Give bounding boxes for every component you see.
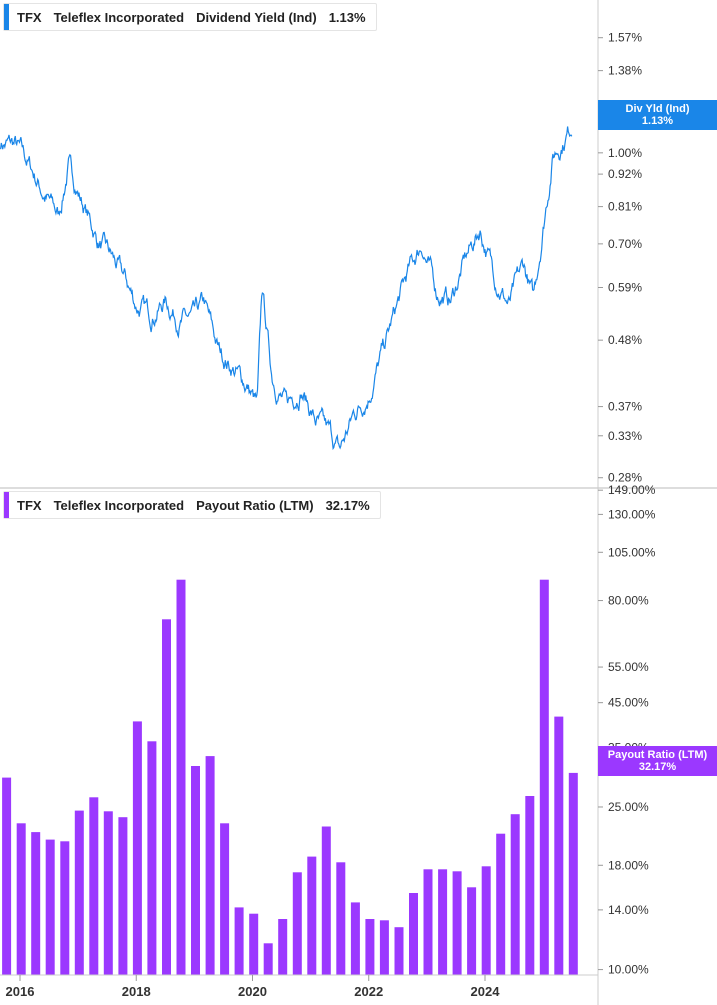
payout-bar[interactable] (365, 919, 375, 975)
payout-bar[interactable] (249, 913, 259, 975)
payout-bar[interactable] (525, 796, 535, 975)
payout-bar[interactable] (176, 579, 186, 975)
payout-y-tick-label: 10.00% (608, 963, 649, 977)
payout-y-tick-label: 130.00% (608, 507, 656, 521)
yield-y-tick-label: 1.00% (608, 146, 642, 160)
payout-bar[interactable] (423, 869, 433, 975)
payout-bar[interactable] (379, 920, 389, 975)
legend-value: 32.17% (325, 497, 370, 513)
legend-metric: Payout Ratio (LTM) (196, 497, 314, 513)
payout-bar[interactable] (45, 839, 55, 975)
legend-value: 1.13% (328, 9, 366, 25)
payout-bar[interactable] (191, 766, 200, 975)
payout-bar[interactable] (147, 741, 157, 975)
payout-bar[interactable] (321, 826, 331, 976)
payout-bar[interactable] (409, 893, 418, 975)
yield-y-tick-label: 1.38% (608, 64, 642, 78)
payout-ratio-value-tag: Payout Ratio (LTM) 32.17% (598, 746, 717, 776)
payout-y-tick-label: 18.00% (608, 858, 649, 872)
payout-bar[interactable] (554, 716, 564, 975)
legend-ticker: TFX (17, 9, 42, 25)
payout-bar[interactable] (481, 866, 491, 975)
yield-y-tick-label: 0.70% (608, 237, 642, 251)
payout-ratio-legend[interactable]: TFX Teleflex Incorporated Payout Ratio (… (3, 491, 381, 519)
payout-bar[interactable] (103, 811, 113, 975)
x-tick-label: 2020 (238, 984, 267, 999)
payout-bar[interactable] (263, 943, 273, 975)
x-tick-label: 2016 (6, 984, 35, 999)
tag-label: Payout Ratio (LTM) (607, 749, 708, 761)
payout-bar[interactable] (162, 619, 171, 975)
payout-bar[interactable] (60, 841, 70, 975)
payout-y-tick-label: 25.00% (608, 800, 649, 814)
payout-bar[interactable] (220, 823, 230, 975)
payout-y-tick-label: 45.00% (608, 696, 649, 710)
legend-swatch (4, 492, 9, 518)
tag-label: Div Yld (Ind) (625, 103, 690, 115)
yield-y-tick-label: 0.33% (608, 429, 642, 443)
payout-bar[interactable] (234, 907, 244, 975)
payout-bar[interactable] (496, 833, 506, 975)
payout-y-tick-label: 55.00% (608, 660, 649, 674)
payout-bar[interactable] (438, 869, 448, 975)
x-tick-label: 2022 (354, 984, 383, 999)
payout-bar[interactable] (31, 832, 41, 975)
payout-bar[interactable] (336, 862, 346, 975)
payout-bar[interactable] (132, 721, 142, 975)
yield-y-tick-label: 0.59% (608, 280, 642, 294)
payout-bar[interactable] (568, 772, 578, 975)
legend-metric: Dividend Yield (Ind) (196, 9, 317, 25)
dividend-yield-panel (0, 126, 573, 451)
dividend-yield-legend[interactable]: TFX Teleflex Incorporated Dividend Yield… (3, 3, 377, 31)
yield-y-tick-label: 0.81% (608, 200, 642, 214)
payout-bar[interactable] (510, 814, 520, 975)
payout-y-tick-label: 14.00% (608, 903, 649, 917)
payout-bar[interactable] (539, 579, 549, 975)
x-tick-label: 2024 (471, 984, 501, 999)
payout-bar[interactable] (278, 919, 288, 975)
yield-y-tick-label: 0.92% (608, 167, 642, 181)
payout-bar[interactable] (89, 797, 99, 975)
dividend-yield-line (0, 126, 573, 451)
payout-ratio-panel (2, 579, 578, 976)
payout-y-tick-label: 80.00% (608, 594, 649, 608)
payout-bar[interactable] (74, 810, 84, 975)
payout-bar[interactable] (467, 887, 477, 975)
payout-bar[interactable] (394, 927, 404, 975)
legend-company: Teleflex Incorporated (53, 497, 185, 513)
payout-bar[interactable] (118, 817, 128, 975)
tag-value: 1.13% (641, 115, 674, 127)
dividend-yield-value-tag: Div Yld (Ind) 1.13% (598, 100, 717, 130)
payout-y-tick-label: 105.00% (608, 545, 656, 559)
payout-bar[interactable] (2, 777, 12, 975)
yield-y-tick-label: 0.28% (608, 471, 642, 485)
payout-bar[interactable] (307, 856, 317, 975)
legend-company: Teleflex Incorporated (53, 9, 185, 25)
x-tick-label: 2018 (122, 984, 151, 999)
legend-ticker: TFX (17, 497, 42, 513)
tag-value: 32.17% (638, 761, 677, 773)
legend-swatch (4, 4, 9, 30)
payout-bar[interactable] (205, 756, 215, 975)
yield-y-tick-label: 0.37% (608, 400, 642, 414)
payout-bar[interactable] (292, 872, 302, 975)
payout-bar[interactable] (16, 823, 26, 975)
yield-y-tick-label: 0.48% (608, 333, 642, 347)
payout-bar[interactable] (452, 871, 462, 975)
payout-bar[interactable] (350, 902, 360, 975)
payout-y-tick-label: 149.00% (608, 483, 656, 497)
yield-y-tick-label: 1.57% (608, 31, 642, 45)
